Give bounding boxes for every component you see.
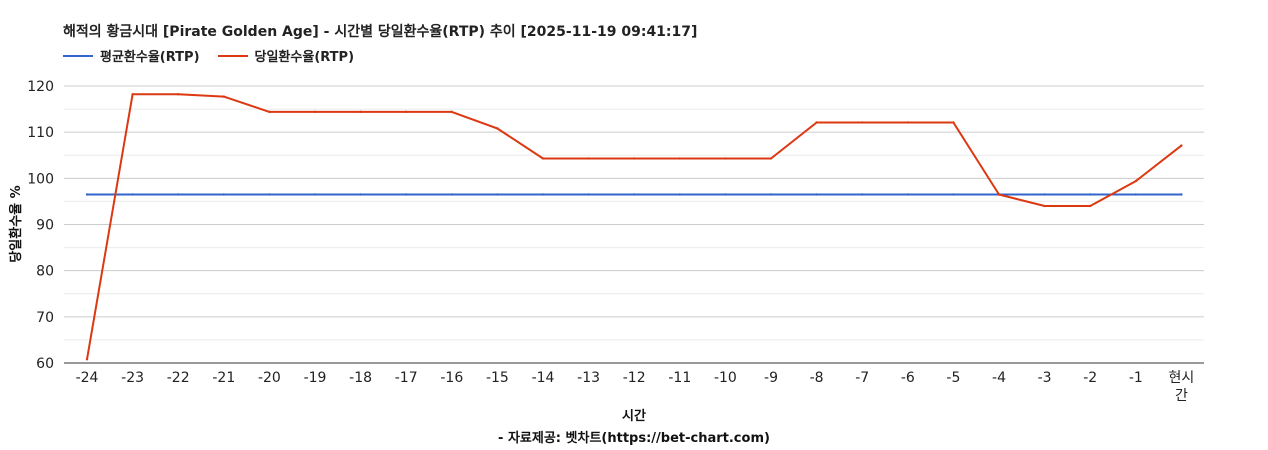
data-point-daily[interactable] [222,95,225,98]
data-point-average[interactable] [906,193,909,196]
data-point-daily[interactable] [1180,144,1183,147]
legend-label-daily: 당일환수율(RTP) [254,50,355,65]
data-point-daily[interactable] [496,127,499,130]
grid-lines [64,85,1204,364]
data-point-daily[interactable] [359,110,362,114]
data-point-daily[interactable] [85,358,89,361]
legend-label-average: 평균환수율(RTP) [100,50,200,65]
data-point-average[interactable] [769,193,773,196]
data-point-average[interactable] [222,193,225,196]
data-point-average[interactable] [268,193,271,196]
x-tick-label: -2 [1083,370,1097,386]
x-tick-label: -1 [1129,370,1143,386]
data-point-average[interactable] [678,193,681,196]
data-point-average[interactable] [861,193,864,196]
y-axis-title: 당일환수율 % [8,185,24,262]
data-point-average[interactable] [131,193,134,196]
x-tick-label: -23 [121,370,144,386]
x-tick-label: -15 [486,370,509,386]
x-tick-label: -6 [901,370,915,386]
data-point-daily[interactable] [177,93,180,96]
data-point-average[interactable] [587,193,590,196]
data-point-daily[interactable] [633,157,636,160]
y-tick-label: 70 [36,310,54,326]
data-point-daily[interactable] [1089,204,1092,208]
data-point-average[interactable] [633,193,636,196]
data-point-daily[interactable] [405,110,408,114]
x-tick-label: -17 [395,370,418,386]
x-tick-label: -14 [532,370,555,386]
x-tick-label: -19 [304,370,327,386]
data-point-daily[interactable] [131,93,134,96]
data-point-average[interactable] [359,193,362,196]
legend-swatch-average [63,54,93,57]
series-lines [85,93,1183,361]
data-point-daily[interactable] [450,110,453,114]
data-point-daily[interactable] [997,193,1001,196]
data-point-daily[interactable] [861,121,864,124]
data-point-daily[interactable] [587,157,590,160]
legend-swatch-daily [217,54,248,57]
y-tick-label: 60 [36,356,54,372]
data-point-average[interactable] [1089,193,1092,196]
data-point-daily[interactable] [952,121,955,124]
y-tick-label: 90 [36,218,54,234]
x-tick-label: -4 [992,370,1006,386]
x-tick-label: -13 [577,370,600,386]
x-tick-label: -8 [810,370,824,386]
y-tick-label: 80 [36,264,54,280]
data-point-daily[interactable] [1134,179,1138,183]
x-tick-label: -22 [167,370,190,386]
data-point-average[interactable] [450,193,453,196]
x-tick-label: -5 [946,370,960,386]
x-tick-label: -10 [714,370,737,386]
y-tick-label: 100 [27,171,54,187]
chart-legend: 평균환수율(RTP) 당일환수율(RTP) [63,46,372,65]
data-point-average[interactable] [541,193,545,196]
series-line-daily[interactable] [86,93,1183,360]
data-point-average[interactable] [952,193,955,196]
data-point-daily[interactable] [541,157,545,160]
data-point-daily[interactable] [815,121,818,124]
data-point-average[interactable] [85,193,89,196]
x-tick-label: 현시 간 [1169,370,1195,404]
x-tick-label: -3 [1038,370,1052,386]
legend-item-average[interactable]: 평균환수율(RTP) [63,46,200,65]
data-point-daily[interactable] [678,157,681,160]
x-tick-label: -16 [440,370,463,386]
chart-title: 해적의 황금시대 [Pirate Golden Age] - 시간별 당일환수율… [63,24,698,40]
data-point-average[interactable] [1180,193,1183,196]
x-tick-label: -24 [76,370,99,386]
data-point-daily[interactable] [906,121,909,124]
y-tick-label: 120 [27,79,54,95]
data-point-average[interactable] [405,193,408,196]
data-point-daily[interactable] [268,110,271,114]
data-point-average[interactable] [1134,193,1138,196]
x-axis-ticks: -24 -23 -22 -21 -20 -19 -18 -17 -16 -15 -14 -13 -12 -… [76,370,1195,404]
y-axis-ticks: 60 70 80 90 100 110 120 [27,79,54,372]
data-point-daily[interactable] [769,157,773,160]
x-tick-label: -11 [668,370,691,386]
x-tick-label: -7 [855,370,869,386]
data-point-daily[interactable] [724,157,727,160]
data-point-average[interactable] [313,193,317,196]
data-point-average[interactable] [815,193,818,196]
x-tick-label: -20 [258,370,281,386]
y-tick-label: 110 [27,125,54,141]
data-point-daily[interactable] [313,110,317,114]
legend-item-daily[interactable]: 당일환수율(RTP) [217,46,355,65]
x-axis-title: 시간 [622,408,646,424]
x-tick-label: -18 [349,370,372,386]
x-tick-label: -21 [212,370,235,386]
data-point-average[interactable] [1043,193,1046,196]
x-tick-label: -12 [623,370,646,386]
x-tick-label: -9 [764,370,778,386]
source-credit: - 자료제공: 벳차트(https://bet-chart.com) [498,430,770,446]
data-point-daily[interactable] [1043,204,1046,208]
data-point-average[interactable] [496,193,499,196]
data-point-average[interactable] [177,193,180,196]
data-point-average[interactable] [724,193,727,196]
